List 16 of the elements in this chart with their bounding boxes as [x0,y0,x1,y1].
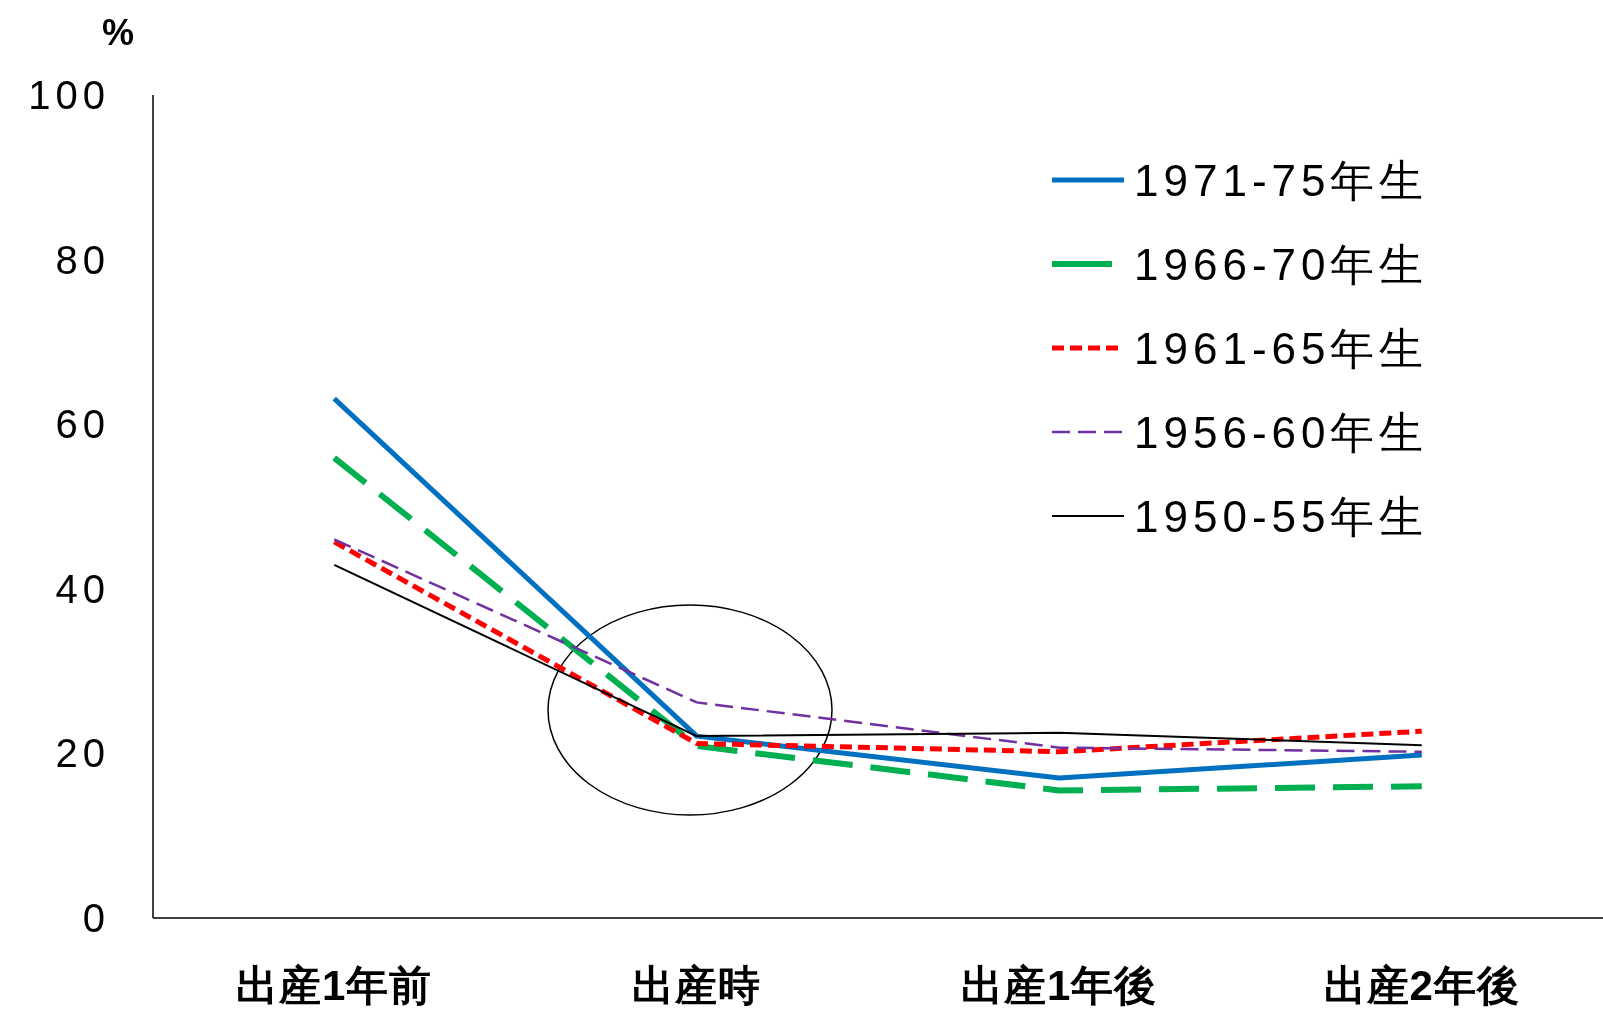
legend-label: 1956-60年生 [1134,408,1429,457]
y-axis-title: % [101,12,135,53]
y-tick-label: 0 [82,896,110,940]
x-tick-label: 出産2年後 [1323,962,1520,1009]
legend-label: 1950-55年生 [1134,492,1429,541]
y-tick-label: 60 [55,402,110,447]
legend-label: 1971-75年生 [1134,156,1429,205]
legend-label: 1966-70年生 [1134,240,1429,289]
x-tick-label: 出産時 [632,962,762,1009]
y-tick-label: 100 [28,73,110,117]
legend-label: 1961-65年生 [1134,324,1429,373]
x-tick-label: 出産1年前 [236,962,433,1009]
y-tick-label: 20 [55,731,110,776]
x-tick-label: 出産1年後 [961,962,1158,1009]
y-tick-label: 40 [55,566,110,611]
y-tick-label: 80 [55,237,110,282]
